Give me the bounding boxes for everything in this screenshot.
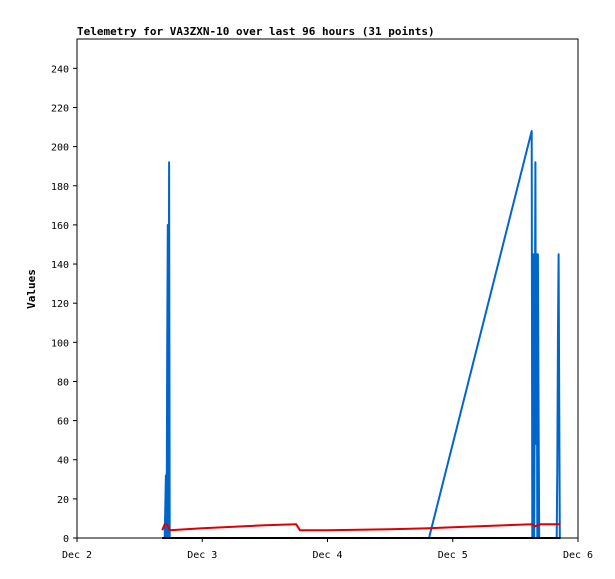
- y-tick-label: 60: [57, 417, 69, 428]
- y-tick-label: 120: [51, 299, 69, 310]
- x-tick-label: Dec 6: [563, 550, 593, 561]
- x-tick-label: Dec 4: [312, 550, 342, 561]
- y-tick-label: 200: [51, 143, 69, 154]
- y-axis-label: Values: [25, 269, 38, 309]
- y-tick-label: 180: [51, 182, 69, 193]
- plot-frame: [76, 38, 579, 539]
- y-tick-label: 220: [51, 103, 69, 114]
- y-tick-label: 140: [51, 260, 69, 271]
- series-layer: [161, 130, 561, 539]
- chart-title: Telemetry for VA3ZXN-10 over last 96 hou…: [77, 25, 435, 38]
- y-tick-label: 80: [57, 377, 69, 388]
- series-line-1: [161, 523, 561, 532]
- x-tick-label: Dec 5: [438, 550, 468, 561]
- y-tick-label: 100: [51, 338, 69, 349]
- x-tick-label: Dec 3: [187, 550, 217, 561]
- y-tick-label: 160: [51, 221, 69, 232]
- y-tick-label: 40: [57, 456, 69, 467]
- y-tick-label: 20: [57, 495, 69, 506]
- x-axis: Dec 2 Dec 3 Dec 4 Dec 5 Dec 6: [62, 538, 593, 561]
- series-line-0: [163, 130, 561, 539]
- y-tick-label: 240: [51, 64, 69, 75]
- y-tick-label: 0: [63, 534, 69, 545]
- x-tick-label: Dec 2: [62, 550, 92, 561]
- y-axis: 0 20 40 60 80 100 120 140 160 180 200 220 240: [51, 64, 77, 545]
